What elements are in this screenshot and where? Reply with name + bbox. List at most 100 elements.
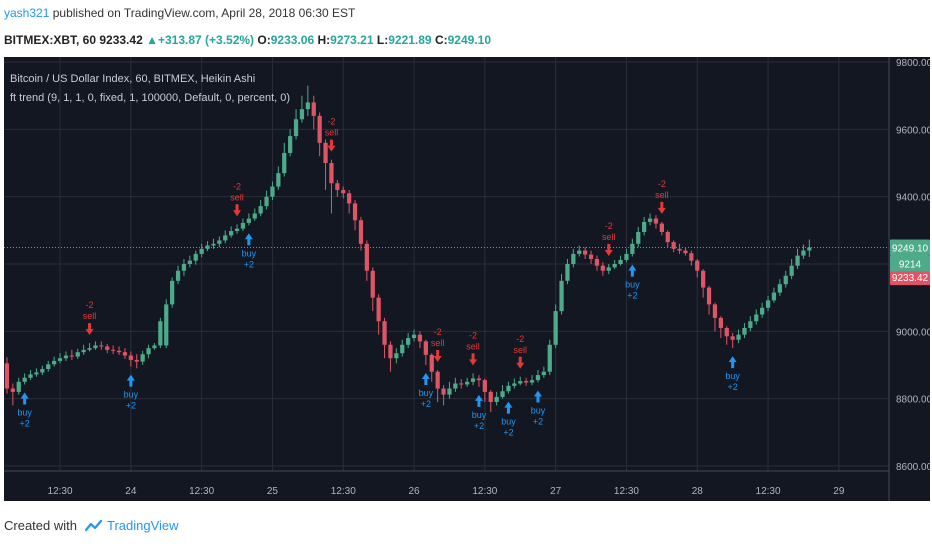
candle bbox=[22, 373, 27, 385]
price-chart[interactable]: buy+2sell-2buy+2sell-2buy+2sell-2buy+2se… bbox=[4, 57, 932, 501]
candle-body bbox=[748, 321, 753, 328]
y-tick-label: 8600.00 bbox=[896, 462, 930, 473]
sell-label: sell bbox=[466, 341, 480, 351]
candle-body bbox=[75, 352, 80, 357]
candle-body bbox=[10, 388, 15, 392]
candle-body bbox=[577, 250, 582, 254]
candle-body bbox=[583, 250, 588, 255]
candle-body bbox=[683, 250, 688, 254]
candle bbox=[158, 317, 163, 349]
candle-body bbox=[111, 349, 116, 351]
last-price: 9233.42 bbox=[99, 33, 143, 47]
candle bbox=[276, 166, 281, 190]
candle-body bbox=[541, 371, 546, 376]
candle-body bbox=[506, 385, 511, 392]
price-tag bbox=[890, 255, 930, 272]
candle bbox=[134, 354, 139, 369]
candle bbox=[736, 329, 741, 344]
candle-body bbox=[771, 292, 777, 301]
y-tick-label: 9000.00 bbox=[896, 327, 930, 338]
time-axis[interactable]: 12:30 24 12:30 25 12:30 26 12:30 27 12:30 28 12:30… bbox=[48, 486, 845, 497]
candle bbox=[565, 258, 570, 285]
buy-label: buy bbox=[625, 280, 640, 290]
sell-value: -2 bbox=[469, 330, 477, 340]
candle-body bbox=[116, 350, 122, 353]
candle-body bbox=[612, 264, 617, 268]
candle bbox=[547, 339, 552, 376]
candle-body bbox=[742, 327, 747, 335]
candle-body bbox=[459, 383, 464, 385]
candle-body bbox=[122, 352, 128, 356]
candle-body bbox=[547, 344, 552, 372]
x-tick-label: 12:30 bbox=[472, 486, 497, 497]
x-tick-label: 29 bbox=[833, 486, 845, 497]
low-value: 9221.89 bbox=[388, 33, 432, 47]
candle bbox=[305, 85, 310, 116]
candle-body bbox=[388, 344, 393, 359]
candle bbox=[175, 265, 181, 285]
candle-body bbox=[394, 353, 399, 359]
symbol-label: BITMEX:XBT, 60 bbox=[4, 33, 97, 47]
y-tick-label: 9800.00 bbox=[896, 58, 930, 69]
candle-body bbox=[765, 300, 771, 308]
candle bbox=[429, 353, 434, 382]
candle-body bbox=[795, 255, 800, 266]
candle-body bbox=[158, 321, 163, 346]
candle-body bbox=[565, 264, 570, 281]
candle-body bbox=[488, 391, 493, 402]
candle-body bbox=[571, 253, 576, 264]
candle bbox=[264, 190, 269, 210]
candle bbox=[34, 368, 39, 377]
candle-body bbox=[134, 359, 139, 362]
candle-body bbox=[347, 193, 352, 204]
high-label: H: bbox=[317, 33, 331, 47]
price-tag bbox=[890, 269, 930, 286]
open-label: O: bbox=[257, 33, 271, 47]
candle bbox=[594, 255, 600, 271]
candle-body bbox=[4, 363, 10, 389]
buy-value: +2 bbox=[421, 399, 431, 409]
sell-arrow-icon bbox=[85, 323, 94, 336]
candle-body bbox=[364, 243, 369, 271]
x-tick-label: 12:30 bbox=[756, 486, 781, 497]
candle bbox=[75, 348, 80, 359]
candle-body bbox=[311, 102, 316, 116]
sell-label: sell bbox=[513, 345, 527, 355]
candle bbox=[282, 142, 287, 177]
candle bbox=[252, 208, 257, 221]
buy-value: +2 bbox=[627, 291, 637, 301]
candle-body bbox=[435, 371, 440, 389]
tradingview-link[interactable]: TradingView bbox=[106, 518, 179, 533]
candle bbox=[553, 304, 558, 349]
author-link[interactable]: yash321 bbox=[4, 6, 50, 20]
candle bbox=[795, 248, 800, 270]
candle bbox=[636, 226, 641, 248]
candle bbox=[341, 186, 346, 199]
buy-label: buy bbox=[472, 410, 487, 420]
sell-signal: sell-2 bbox=[655, 179, 669, 214]
candle bbox=[653, 215, 659, 229]
candle bbox=[777, 279, 782, 296]
candle bbox=[606, 264, 611, 275]
candle-body bbox=[671, 242, 676, 249]
candle bbox=[382, 317, 387, 359]
price-change: +313.87 (+3.52%) bbox=[157, 33, 255, 47]
chart-title: Bitcoin / US Dollar Index, 60, BITMEX, H… bbox=[10, 73, 255, 85]
price-tag bbox=[890, 239, 930, 256]
candle-body bbox=[689, 253, 694, 261]
candle bbox=[765, 295, 771, 312]
sell-value: -2 bbox=[658, 179, 666, 189]
candle bbox=[665, 230, 670, 248]
publish-info: published on TradingView.com, April 28, … bbox=[52, 6, 356, 20]
candle bbox=[81, 344, 86, 355]
candle-body bbox=[28, 374, 33, 378]
candle bbox=[807, 239, 812, 257]
sell-label: sell bbox=[325, 128, 339, 138]
buy-value: +2 bbox=[20, 418, 30, 428]
candle bbox=[506, 381, 511, 394]
sell-value: -2 bbox=[327, 117, 335, 127]
candle-body bbox=[630, 243, 635, 254]
candle bbox=[57, 353, 63, 364]
chart-container[interactable]: buy +2 sell -2 buy +2 sell -2 buy +2 sell -2 buy +2 se… bbox=[4, 57, 932, 501]
sell-signal: sell-2 bbox=[466, 330, 480, 366]
